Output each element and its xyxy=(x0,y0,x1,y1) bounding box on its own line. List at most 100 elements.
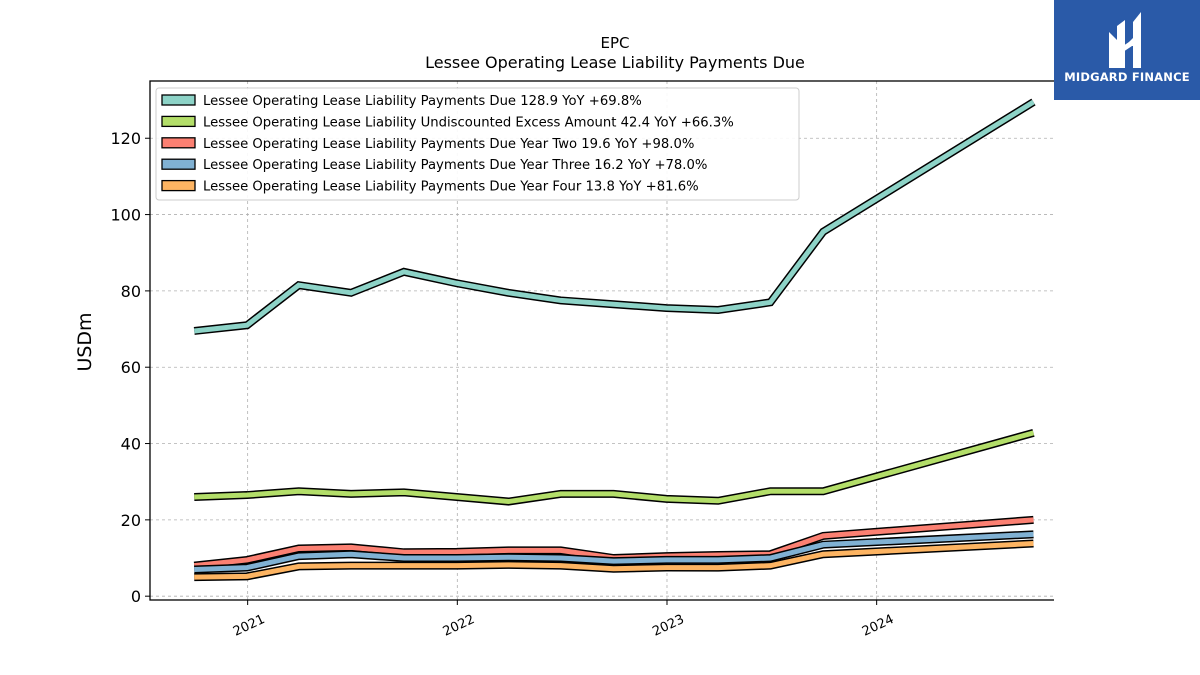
series-line xyxy=(193,515,1036,570)
data-point xyxy=(296,283,301,288)
legend-swatch xyxy=(161,94,196,106)
x-tick-label: 2023 xyxy=(650,612,686,640)
data-point xyxy=(664,557,669,562)
data-point xyxy=(664,496,669,501)
series-line-fill xyxy=(193,99,1035,334)
data-point xyxy=(454,563,459,568)
data-point xyxy=(192,328,197,333)
data-point xyxy=(716,498,721,503)
data-point xyxy=(716,557,721,562)
legend-label: Lessee Operating Lease Liability Payment… xyxy=(203,158,707,173)
legend-label: Lessee Operating Lease Liability Undisco… xyxy=(203,115,734,130)
y-axis: 0 20 40 60 80 100 120 xyxy=(110,129,150,606)
data-point xyxy=(821,533,826,538)
data-point xyxy=(506,555,511,560)
data-point xyxy=(296,554,301,559)
y-tick-label: 0 xyxy=(131,587,141,606)
data-point xyxy=(664,565,669,570)
data-point xyxy=(768,489,773,494)
data-point xyxy=(1031,532,1036,537)
data-point xyxy=(296,546,301,551)
data-point xyxy=(454,494,459,499)
data-point xyxy=(611,302,616,307)
data-point xyxy=(454,556,459,561)
series-line-fill xyxy=(194,430,1035,505)
series-line xyxy=(192,428,1036,506)
data-point xyxy=(192,575,197,580)
data-point xyxy=(558,556,563,561)
legend-label: Lessee Operating Lease Liability Payment… xyxy=(203,94,642,109)
data-point xyxy=(1031,541,1036,546)
data-point xyxy=(296,489,301,494)
x-axis: 2021 2022 2023 2024 xyxy=(231,600,896,640)
data-point xyxy=(716,307,721,312)
y-tick-label: 100 xyxy=(110,206,141,225)
data-point xyxy=(349,491,354,496)
series-layer xyxy=(192,98,1036,582)
data-point xyxy=(558,548,563,553)
chart: EPC Lessee Operating Lease Liability Pay… xyxy=(74,34,1054,640)
data-point xyxy=(401,269,406,274)
legend-swatch xyxy=(161,115,196,128)
data-point xyxy=(245,557,250,562)
x-tick-label: 2022 xyxy=(441,612,477,640)
data-point xyxy=(401,556,406,561)
data-point xyxy=(768,556,773,561)
data-point xyxy=(506,562,511,567)
data-point xyxy=(1031,517,1036,522)
midgard-logo-icon xyxy=(1109,12,1141,68)
chart-title: EPC xyxy=(601,34,630,52)
data-point xyxy=(664,306,669,311)
legend-swatch xyxy=(161,158,196,170)
series-line xyxy=(194,530,1036,574)
x-tick-label: 2024 xyxy=(860,612,896,640)
data-point xyxy=(349,545,354,550)
data-point xyxy=(768,563,773,568)
data-point xyxy=(401,490,406,495)
data-point xyxy=(349,563,354,568)
data-point xyxy=(349,290,354,295)
data-point xyxy=(506,548,511,553)
y-axis-label: USDm xyxy=(74,312,96,371)
data-point xyxy=(558,491,563,496)
data-point xyxy=(611,559,616,564)
data-point xyxy=(558,298,563,303)
data-point xyxy=(821,542,826,547)
legend-label: Lessee Operating Lease Liability Payment… xyxy=(203,137,694,152)
brand-name: MIDGARD FINANCE xyxy=(1064,70,1190,84)
data-point xyxy=(245,565,250,570)
chart-subtitle: Lessee Operating Lease Liability Payment… xyxy=(425,53,805,72)
data-point xyxy=(611,566,616,571)
data-point xyxy=(1031,99,1036,104)
data-point xyxy=(245,574,250,579)
data-point xyxy=(192,494,197,499)
y-tick-label: 60 xyxy=(121,358,141,377)
legend-label: Lessee Operating Lease Liability Payment… xyxy=(203,180,699,195)
series-line-fill xyxy=(194,531,1034,572)
y-tick-label: 80 xyxy=(121,282,141,301)
series-line-fill xyxy=(193,517,1034,569)
data-point xyxy=(454,549,459,554)
data-point xyxy=(506,499,511,504)
data-point xyxy=(1031,430,1036,435)
plot-frame xyxy=(149,80,1054,601)
data-point xyxy=(558,563,563,568)
data-point xyxy=(716,565,721,570)
data-point xyxy=(821,229,826,234)
series-line xyxy=(192,539,1036,582)
data-point xyxy=(454,281,459,286)
data-point xyxy=(245,323,250,328)
data-point xyxy=(506,290,511,295)
legend-swatch xyxy=(161,179,196,192)
data-point xyxy=(821,489,826,494)
data-point xyxy=(296,564,301,569)
series-line xyxy=(192,98,1036,335)
data-point xyxy=(821,552,826,557)
y-tick-label: 120 xyxy=(110,129,141,148)
data-point xyxy=(611,491,616,496)
y-tick-label: 40 xyxy=(121,435,141,454)
series-line-fill xyxy=(194,541,1034,580)
legend: Lessee Operating Lease Liability Payment… xyxy=(155,87,800,201)
data-point xyxy=(401,563,406,568)
brand-logo: MIDGARD FINANCE xyxy=(1054,0,1200,100)
